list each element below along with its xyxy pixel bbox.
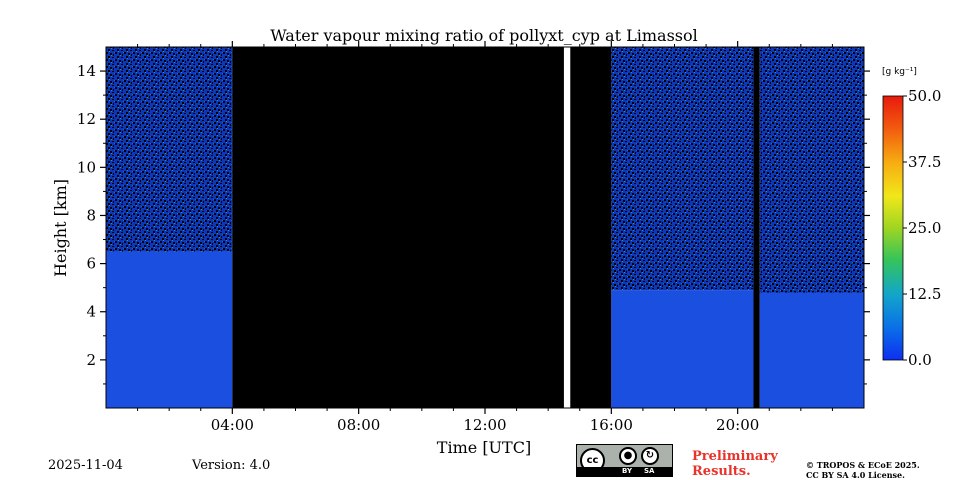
copyright-line-1: © TROPOS & ECoE 2025. <box>806 460 920 470</box>
x-tick-label: 08:00 <box>337 416 380 434</box>
y-tick-label: 6 <box>86 255 96 273</box>
segment-boundary-layer-6 <box>759 292 864 408</box>
x-tick-label: 20:00 <box>716 416 759 434</box>
segment-no-data-5 <box>753 47 760 408</box>
x-tick-label: 16:00 <box>590 416 633 434</box>
cc-sa-label: SA <box>644 467 655 475</box>
cc-license-badge: cc ● ↻ BY SA <box>576 444 673 477</box>
attribution-person-icon: ● <box>619 447 637 465</box>
y-tick-label: 4 <box>86 303 96 321</box>
y-tick-label: 10 <box>77 158 96 176</box>
x-tick-label: 12:00 <box>463 416 506 434</box>
cc-by-label: BY <box>622 467 633 475</box>
colorbar <box>882 95 904 361</box>
footer-date: 2025-11-04 <box>48 458 123 473</box>
segment-no-data-1 <box>232 47 564 408</box>
chart-title: Water vapour mixing ratio of pollyxt_cyp… <box>270 26 697 45</box>
preliminary-line-1: Preliminary <box>692 449 778 464</box>
preliminary-results-note: Preliminary Results. <box>692 449 778 479</box>
segment-boundary-layer-4 <box>611 290 754 408</box>
segment-no-data-3 <box>570 47 612 408</box>
colorbar-unit-label: [g kg⁻¹] <box>882 67 917 77</box>
colorbar-tick-label: 0.0 <box>908 351 932 369</box>
segment-free-troposphere-4 <box>611 47 754 291</box>
x-tick-label: 04:00 <box>211 416 254 434</box>
preliminary-line-2: Results. <box>692 464 751 479</box>
copyright-line-2: CC BY SA 4.0 License. <box>806 470 905 480</box>
colorbar-tick-label: 25.0 <box>908 219 941 237</box>
colorbar-tick-label: 37.5 <box>908 153 941 171</box>
copyright-note: © TROPOS & ECoE 2025. CC BY SA 4.0 Licen… <box>806 460 920 480</box>
colorbar-tick-label: 50.0 <box>908 87 941 105</box>
colorbar-tick-label: 12.5 <box>908 285 941 303</box>
x-axis-label: Time [UTC] <box>437 438 531 457</box>
footer-version: Version: 4.0 <box>192 458 271 473</box>
cc-badge-bar <box>577 467 672 476</box>
segment-free-troposphere-6 <box>759 47 864 293</box>
segment-gap-2 <box>563 47 571 408</box>
share-alike-icon: ↻ <box>641 447 659 465</box>
y-axis-label: Height [km] <box>51 179 70 277</box>
segment-free-troposphere-0 <box>106 47 233 252</box>
y-tick-label: 14 <box>77 62 96 80</box>
y-tick-label: 8 <box>86 206 96 224</box>
y-tick-label: 12 <box>77 110 96 128</box>
y-tick-label: 2 <box>86 351 96 369</box>
segment-boundary-layer-0 <box>106 251 233 408</box>
